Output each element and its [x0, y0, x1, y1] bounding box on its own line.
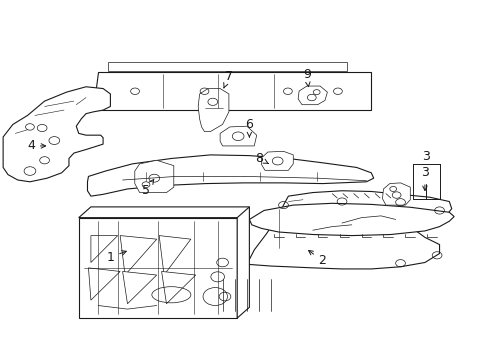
Polygon shape [91, 235, 118, 262]
Polygon shape [88, 268, 120, 300]
Polygon shape [298, 86, 327, 105]
Polygon shape [79, 207, 249, 218]
Polygon shape [246, 191, 451, 269]
Polygon shape [122, 271, 157, 304]
Polygon shape [261, 151, 293, 170]
Text: 2: 2 [308, 251, 326, 267]
Polygon shape [93, 72, 370, 110]
Polygon shape [159, 235, 190, 275]
Polygon shape [161, 271, 195, 304]
Text: 6: 6 [245, 118, 253, 137]
Text: 8: 8 [255, 152, 268, 165]
Text: 3: 3 [421, 150, 429, 163]
Polygon shape [237, 207, 249, 318]
Polygon shape [382, 183, 409, 205]
Polygon shape [249, 203, 453, 235]
Text: 5: 5 [142, 179, 154, 197]
Text: 9: 9 [303, 68, 310, 87]
Polygon shape [198, 89, 228, 132]
Text: 3: 3 [420, 166, 428, 190]
Text: 7: 7 [224, 69, 232, 88]
Polygon shape [79, 218, 237, 318]
Text: 1: 1 [106, 251, 126, 264]
Polygon shape [3, 87, 110, 182]
Text: 4: 4 [27, 139, 45, 152]
Polygon shape [220, 126, 256, 146]
Polygon shape [135, 160, 173, 193]
Polygon shape [108, 62, 346, 71]
Polygon shape [120, 235, 157, 275]
Polygon shape [87, 155, 373, 196]
